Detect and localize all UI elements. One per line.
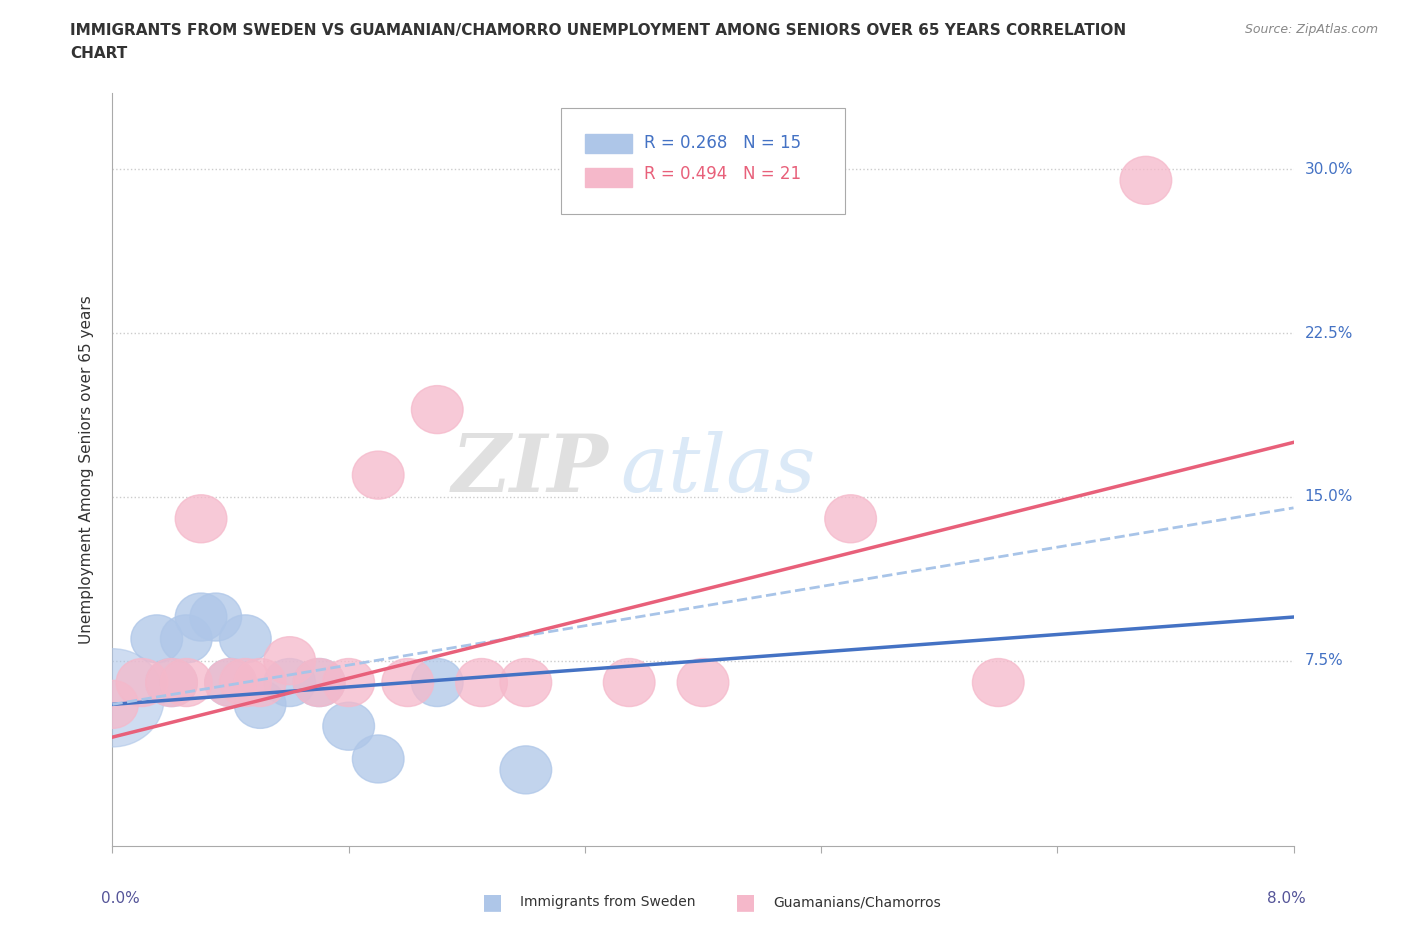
Ellipse shape <box>176 593 226 641</box>
Ellipse shape <box>264 637 315 684</box>
Text: atlas: atlas <box>620 431 815 509</box>
Text: R = 0.494   N = 21: R = 0.494 N = 21 <box>644 166 801 183</box>
Ellipse shape <box>205 658 256 707</box>
Ellipse shape <box>264 658 315 707</box>
Ellipse shape <box>146 658 197 707</box>
Ellipse shape <box>60 649 165 747</box>
Ellipse shape <box>456 658 508 707</box>
Ellipse shape <box>353 735 404 783</box>
Ellipse shape <box>176 495 226 543</box>
Ellipse shape <box>205 658 256 707</box>
Text: 8.0%: 8.0% <box>1267 892 1305 907</box>
Text: CHART: CHART <box>70 46 128 61</box>
Ellipse shape <box>219 615 271 663</box>
Ellipse shape <box>235 658 285 707</box>
Ellipse shape <box>382 658 433 707</box>
Text: Immigrants from Sweden: Immigrants from Sweden <box>520 895 696 910</box>
Text: 7.5%: 7.5% <box>1305 653 1343 668</box>
Ellipse shape <box>412 386 463 433</box>
Text: ■: ■ <box>735 892 755 912</box>
Ellipse shape <box>160 615 212 663</box>
Text: R = 0.268   N = 15: R = 0.268 N = 15 <box>644 135 801 153</box>
Ellipse shape <box>235 681 285 728</box>
Text: Source: ZipAtlas.com: Source: ZipAtlas.com <box>1244 23 1378 36</box>
Ellipse shape <box>146 658 197 707</box>
Text: 15.0%: 15.0% <box>1305 489 1353 504</box>
Ellipse shape <box>294 658 344 707</box>
Ellipse shape <box>1121 156 1171 205</box>
Ellipse shape <box>501 746 551 794</box>
Ellipse shape <box>603 658 655 707</box>
Text: 30.0%: 30.0% <box>1305 162 1353 177</box>
Ellipse shape <box>825 495 876 543</box>
Ellipse shape <box>323 658 374 707</box>
Ellipse shape <box>117 658 167 707</box>
Y-axis label: Unemployment Among Seniors over 65 years: Unemployment Among Seniors over 65 years <box>79 296 94 644</box>
Ellipse shape <box>190 593 242 641</box>
Ellipse shape <box>973 658 1024 707</box>
Text: 22.5%: 22.5% <box>1305 326 1353 340</box>
FancyBboxPatch shape <box>561 108 845 214</box>
FancyBboxPatch shape <box>585 168 633 187</box>
Ellipse shape <box>131 615 183 663</box>
Ellipse shape <box>219 658 271 707</box>
Ellipse shape <box>294 658 344 707</box>
Text: 0.0%: 0.0% <box>101 892 139 907</box>
Ellipse shape <box>412 658 463 707</box>
Text: ■: ■ <box>482 892 502 912</box>
Ellipse shape <box>353 451 404 499</box>
FancyBboxPatch shape <box>585 135 633 153</box>
Ellipse shape <box>501 658 551 707</box>
Text: Guamanians/Chamorros: Guamanians/Chamorros <box>773 895 941 910</box>
Text: IMMIGRANTS FROM SWEDEN VS GUAMANIAN/CHAMORRO UNEMPLOYMENT AMONG SENIORS OVER 65 : IMMIGRANTS FROM SWEDEN VS GUAMANIAN/CHAM… <box>70 23 1126 38</box>
Text: ZIP: ZIP <box>451 431 609 509</box>
Ellipse shape <box>160 658 212 707</box>
Ellipse shape <box>87 681 138 728</box>
Ellipse shape <box>678 658 728 707</box>
Ellipse shape <box>323 702 374 751</box>
